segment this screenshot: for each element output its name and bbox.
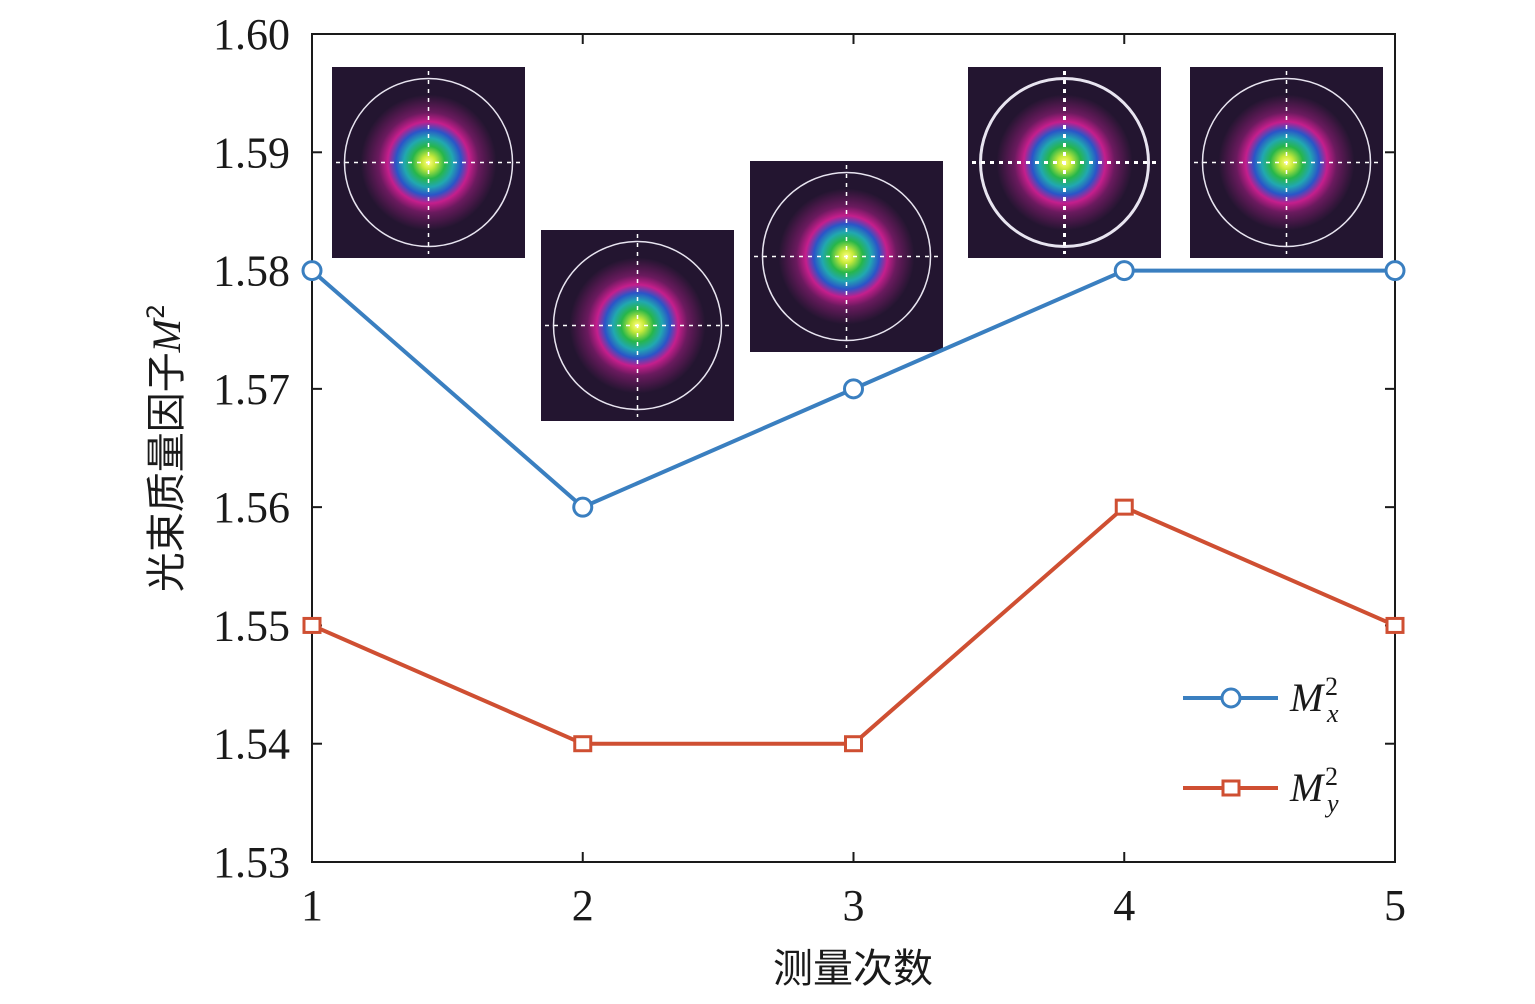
y-tick-label: 1.60 <box>213 10 290 59</box>
aperture-ring <box>761 171 932 342</box>
beam-profile-inset <box>541 230 734 421</box>
x-axis-title: 测量次数 <box>773 946 933 992</box>
aperture-ring <box>343 77 514 248</box>
y-axis-title: 光束质量因子M2 <box>142 304 190 593</box>
legend-label-sup: 2 <box>1325 762 1338 791</box>
legend-label-sub: x <box>1326 699 1339 728</box>
legend-item-y: M 2y <box>1183 762 1339 818</box>
legend-label-sub: y <box>1324 789 1339 818</box>
legend-label: M <box>1289 765 1326 810</box>
x-tick-label: 4 <box>1113 881 1135 930</box>
y-tick-label: 1.53 <box>213 838 290 887</box>
beam-profile-inset <box>1190 67 1383 258</box>
beam-profile-insets <box>332 67 1383 421</box>
beam-profile-inset <box>750 161 943 352</box>
y-tick-label: 1.55 <box>213 601 290 650</box>
beam-profile-inset <box>332 67 525 258</box>
y-tick-label: 1.59 <box>213 128 290 177</box>
y-tick-label: 1.56 <box>213 483 290 532</box>
x-tick-label: 5 <box>1384 881 1406 930</box>
data-point-y <box>302 616 322 634</box>
data-point-x <box>1113 260 1135 282</box>
y-axis-title-prefix: 光束质量因子 <box>144 352 190 592</box>
data-point-y <box>844 735 863 753</box>
y-axis-title-sup: 2 <box>142 304 170 319</box>
y-tick-label: 1.54 <box>213 720 290 769</box>
beam-profile-inset <box>968 67 1161 258</box>
data-point-y <box>1385 616 1405 634</box>
y-axis-title-symbol: M <box>144 316 189 353</box>
legend-label: M <box>1289 675 1326 720</box>
x-axis-ticks: 1 2 3 4 5 <box>301 34 1406 930</box>
legend: M 2xM 2y <box>1183 672 1339 818</box>
data-point-y <box>1114 498 1134 516</box>
aperture-ring <box>1201 77 1372 248</box>
legend-marker <box>1221 779 1241 797</box>
x-tick-label: 3 <box>843 881 865 930</box>
data-point-y <box>573 735 593 753</box>
legend-label-sup: 2 <box>1325 672 1338 701</box>
y-axis-ticks: 1.60 1.59 1.58 1.57 1.56 1.55 1.54 1.53 <box>213 10 1395 887</box>
x-tick-label: 1 <box>301 881 323 930</box>
data-point-x <box>572 496 594 518</box>
y-tick-label: 1.57 <box>213 365 290 414</box>
aperture-ring <box>552 240 723 411</box>
data-point-x <box>1384 260 1406 282</box>
aperture-ring <box>979 77 1150 248</box>
x-tick-label: 2 <box>572 881 594 930</box>
series-markers <box>301 260 1406 753</box>
legend-marker <box>1220 687 1242 709</box>
legend-item-x: M 2x <box>1183 672 1339 728</box>
y-tick-label: 1.58 <box>213 247 290 296</box>
data-point-x <box>843 378 864 400</box>
data-point-x <box>301 260 323 282</box>
